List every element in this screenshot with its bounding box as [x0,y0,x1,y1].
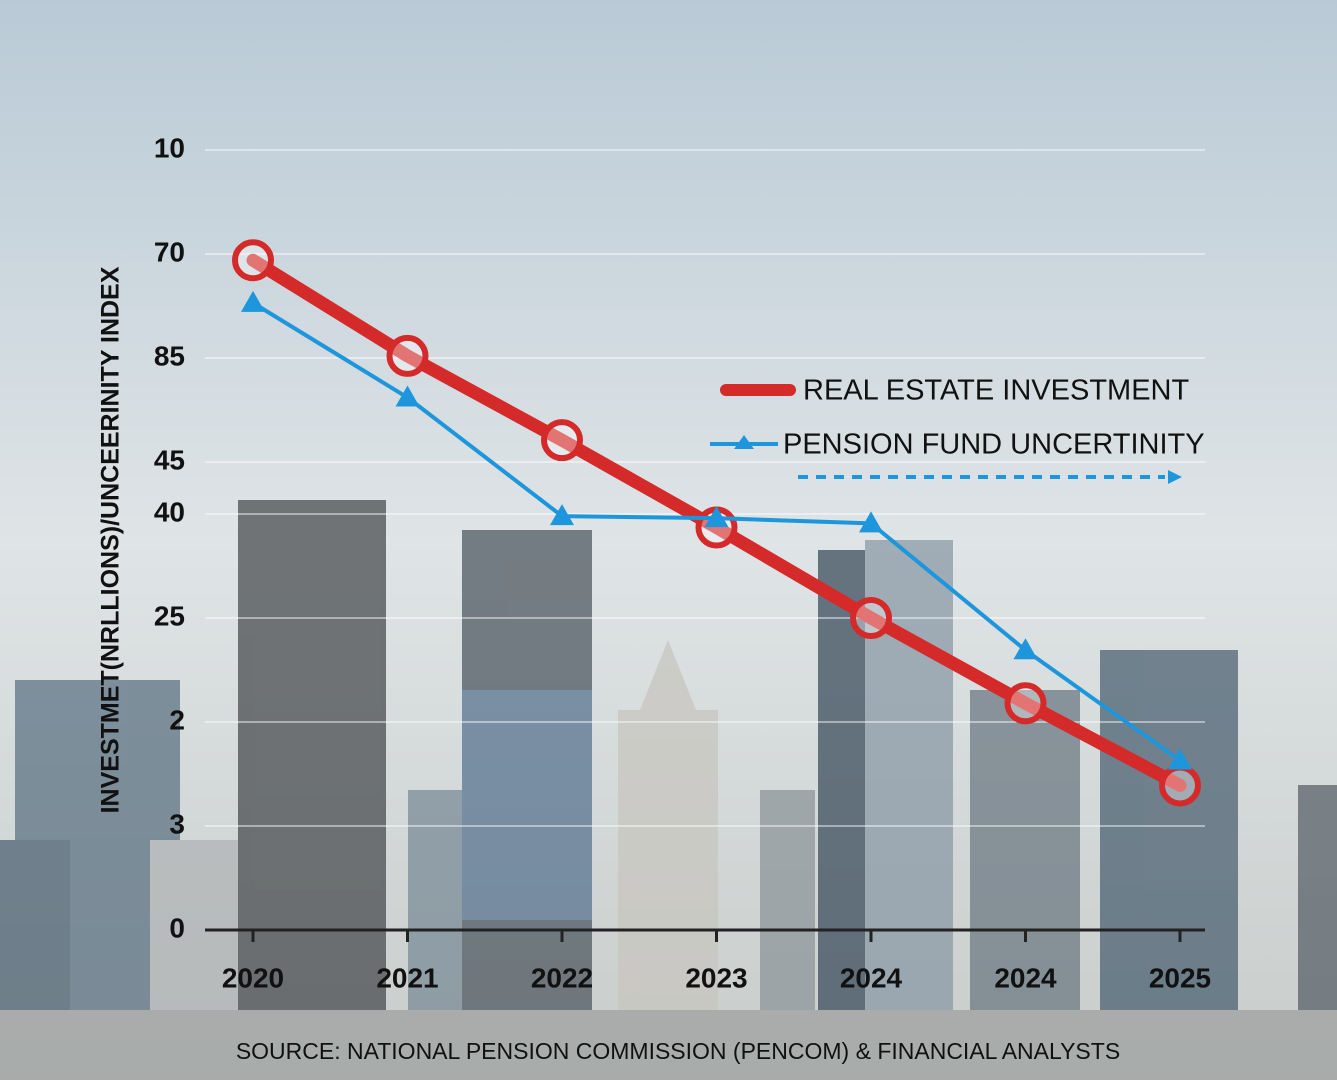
y-tick-label: 3 [169,808,185,839]
y-tick-label: 40 [154,496,185,527]
x-tick-label: 2020 [222,962,284,993]
point-marker [850,597,892,639]
y-tick-label: 70 [154,236,185,267]
legend-label: PENSION FUND UNCERTINITY [783,429,1205,461]
point-marker [1013,638,1038,660]
x-tick-label: 2022 [531,962,593,993]
x-tick-label: 2024 [994,962,1057,993]
legend-marker [734,435,754,449]
point-marker [241,290,265,312]
source: SOURCE: NATIONAL PENSION COMMISSION (PEN… [236,1038,1120,1064]
point-marker [1159,764,1201,807]
series-line [246,253,1187,792]
point-marker [541,419,583,462]
x-tick-label: 2024 [840,962,903,993]
x-tick-label: 2025 [1149,962,1211,993]
point-marker [1004,682,1047,725]
point-marker [232,239,274,282]
legend: REAL ESTATE INVESTMENT PENSION FUND UNCE… [710,375,1205,484]
point-marker [550,504,574,526]
y-tick-label: 85 [154,340,185,371]
y-axis-label: INVESTMET(NRLLIONS)/UNCEERINITY INDEX [97,266,125,813]
point-marker [704,506,729,528]
y-tick-label: 45 [154,444,185,475]
legend-arrow-head [1168,470,1182,484]
point-marker [1168,748,1192,770]
point-marker [859,511,883,533]
y-tick-label: 10 [154,132,185,163]
point-marker [386,334,429,377]
point-marker [395,385,420,407]
y-tick-label: 2 [169,704,185,735]
x-tick-label: 2023 [685,962,747,993]
legend-label: REAL ESTATE INVESTMENT [803,375,1189,407]
city-skyline [0,500,1337,1080]
y-tick-label: 0 [169,912,185,943]
y-tick-label: 25 [154,600,185,631]
x-tick-label: 2021 [376,962,438,993]
